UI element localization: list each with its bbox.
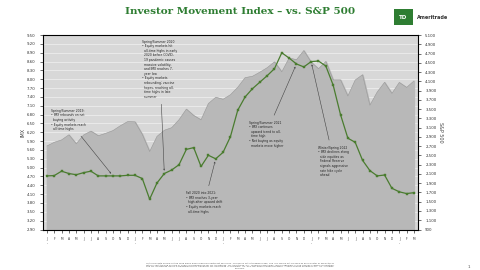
- Text: Investor Movement Index – vs. S&P 500: Investor Movement Index – vs. S&P 500: [125, 7, 355, 16]
- Y-axis label: IMX: IMX: [21, 128, 25, 137]
- Text: Ameritrade: Ameritrade: [417, 15, 448, 20]
- Text: Fall 2020 into 2021:
• IMX reaches 3-year
  high after upward drift
• Equity mar: Fall 2020 into 2021: • IMX reaches 3-yea…: [186, 162, 223, 214]
- Text: TD: TD: [399, 15, 408, 20]
- Text: Winter/Spring 2022
• IMX declines along
  side equities as
  Federal Reserve
  s: Winter/Spring 2022 • IMX declines along …: [312, 65, 349, 177]
- Text: Spring/Summer 2021
• IMX continues
  upward trend to all-
  time high
• Net buyi: Spring/Summer 2021 • IMX continues upwar…: [249, 67, 295, 147]
- Bar: [394, 9, 413, 25]
- Text: 1: 1: [468, 265, 470, 269]
- Y-axis label: S&P 500: S&P 500: [438, 122, 443, 143]
- Text: Spring/Summer 2019:
• IMX rebounds on net
  buying activity
• Equity markets rea: Spring/Summer 2019: • IMX rebounds on ne…: [50, 109, 111, 173]
- Text: Historical data should not be used alone when making investment decisions. The I: Historical data should not be used alone…: [146, 262, 334, 269]
- Text: Spring/Summer 2020
• Equity markets hit
  all-time highs in early
  2020 before : Spring/Summer 2020 • Equity markets hit …: [142, 39, 178, 170]
